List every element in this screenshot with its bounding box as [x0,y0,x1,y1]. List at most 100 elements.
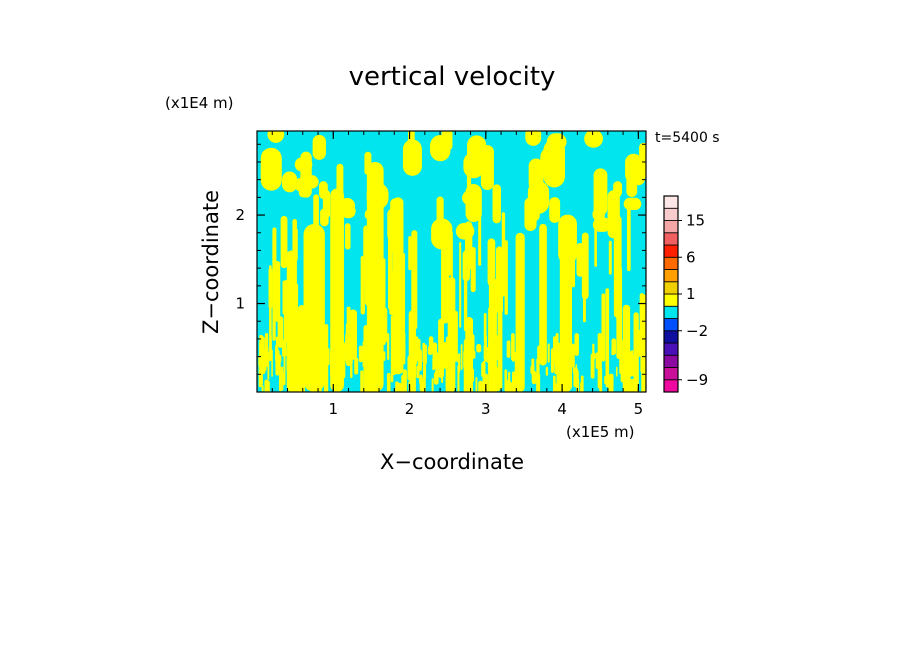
low-level-cell [419,376,423,385]
low-level-cell [297,334,300,360]
low-level-cell [319,376,322,392]
mid-level-column [470,247,476,293]
mid-level-column [488,281,494,325]
colorbar-band [663,244,679,258]
low-level-cell [620,362,623,372]
upper-wave-cell [462,190,478,206]
low-level-cell [286,348,290,372]
colorbar-tick-label: 1 [686,285,696,303]
mid-level-column [274,260,281,322]
colorbar-tick-label: −2 [686,322,708,340]
low-level-cell [392,356,396,376]
low-level-cell [627,350,632,368]
mid-level-column [608,240,612,275]
low-level-cell [354,357,359,375]
low-level-cell [261,385,264,392]
low-level-cell [451,371,454,392]
low-level-cell [481,362,486,378]
low-level-cell [611,348,615,356]
upper-wave-cell [260,147,282,191]
low-level-cell [392,338,395,361]
low-level-cell [559,365,564,390]
upper-wave-cell [364,209,375,220]
upper-wave-cell [543,139,565,188]
upper-wave-cell [340,204,356,219]
low-level-cell [610,383,613,392]
low-level-cell [567,346,571,364]
low-level-cell [331,364,336,378]
y-unit-label: (x1E4 m) [165,94,234,112]
low-level-cell [428,336,434,354]
x-tick-label: 5 [634,400,644,418]
mid-level-column [605,288,610,388]
low-level-cell [350,351,353,379]
mid-level-column [280,215,288,269]
low-level-cell [607,378,609,388]
low-level-cell [360,370,364,392]
mid-level-column [626,207,631,272]
low-level-cell [417,358,422,366]
low-level-cell [394,337,400,350]
upper-wave-cell [336,163,344,202]
low-level-cell [513,381,517,389]
mid-level-column [576,242,584,277]
low-level-cell [476,343,482,353]
low-level-cell [376,354,382,376]
colorbar-tick-label: −9 [686,371,708,389]
upper-wave-cell [467,135,487,171]
colorbar-band [663,232,679,246]
low-level-cell [395,381,399,392]
low-level-cell [492,371,497,392]
low-level-cell [599,367,603,392]
mid-level-column [501,212,506,297]
mid-level-column [365,257,373,307]
low-level-cell [536,373,541,392]
low-level-cell [595,352,600,369]
upper-wave-cell [525,131,542,146]
colorbar-band [663,354,679,368]
low-level-cell [275,349,280,376]
low-level-cell [627,371,631,388]
chart-title: vertical velocity [349,62,556,92]
mid-level-column [459,242,462,328]
colorbar-band [663,342,679,356]
contour-plot-area [256,130,647,393]
low-level-cell [483,344,487,360]
colorbar-band [663,269,679,283]
low-level-cell [367,356,370,385]
y-axis-label: Z−coordinate [199,190,223,334]
low-level-cell [323,377,328,392]
low-level-cell [267,352,270,380]
low-level-cell [636,342,641,350]
low-level-cell [268,381,270,392]
upper-wave-cell [430,135,451,162]
low-level-cell [536,358,540,375]
colorbar-band [663,256,679,270]
low-level-cell [478,380,483,392]
colorbar-band [663,281,679,295]
low-level-cell [569,343,575,368]
x-tick-label: 2 [405,400,415,418]
mid-level-column [594,208,597,267]
low-level-cell [259,340,265,359]
low-level-cell [386,333,390,361]
low-level-cell [295,362,298,376]
x-axis-ticks: 1 2 3 4 5 [271,131,644,418]
low-level-cell [281,366,284,391]
low-level-cell [282,339,287,358]
upper-wave-cell [402,139,422,176]
upper-wave-cell [546,133,567,151]
low-level-cell [407,355,412,381]
low-level-cell [617,352,623,360]
low-level-cell [605,364,610,380]
field-positive-regions [258,131,646,392]
mid-level-column [268,268,273,309]
colorbar-band [663,293,679,307]
x-tick-label: 1 [329,400,339,418]
low-level-cell [401,375,404,392]
low-level-cell [325,347,330,366]
updraft-plume [539,223,547,366]
mid-level-column [376,212,381,253]
colorbar-band [663,305,679,319]
low-level-cell [382,351,386,361]
